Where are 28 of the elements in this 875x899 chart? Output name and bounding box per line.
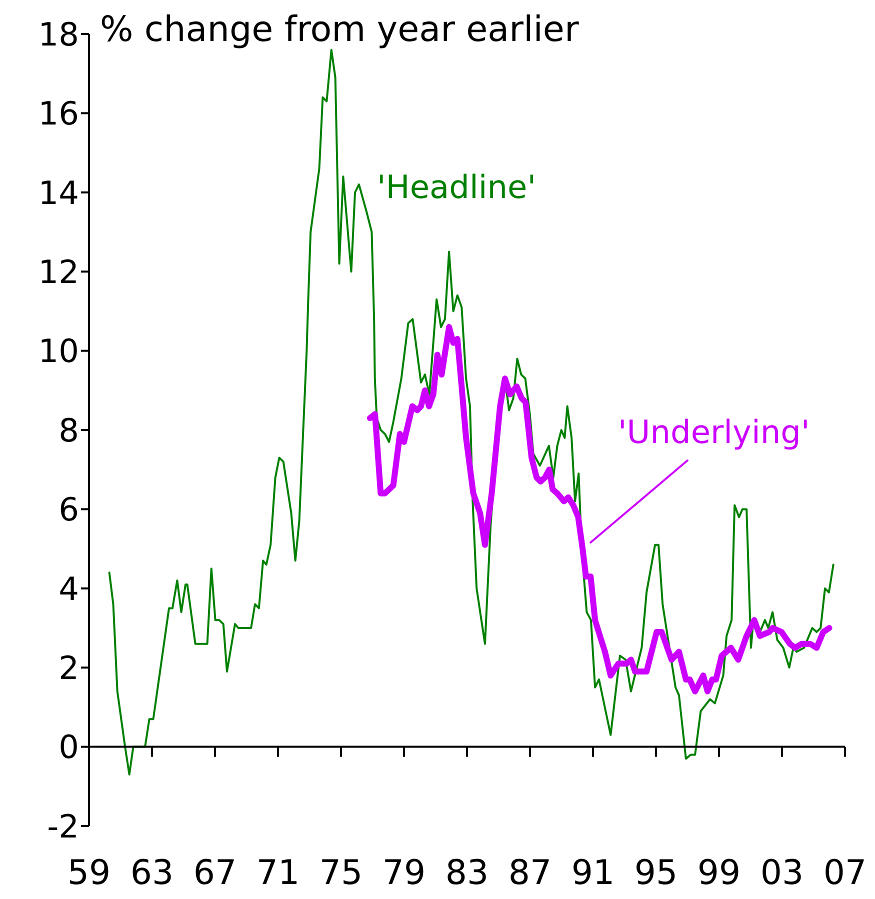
y-tick-label: -2 — [47, 807, 79, 846]
x-tick-label: 95 — [634, 853, 678, 894]
y-axis-title: % change from year earlier — [100, 10, 579, 50]
x-tick-label: 99 — [697, 853, 741, 894]
x-tick-label: 75 — [319, 853, 363, 894]
x-tick-label: 59 — [67, 853, 111, 894]
line-series — [108, 48, 834, 776]
x-tick-label: 83 — [445, 853, 489, 894]
x-tick-label: 67 — [193, 853, 237, 894]
y-tick-label: 16 — [38, 94, 79, 133]
x-tick-label: 03 — [760, 853, 804, 894]
x-tick-label: 07 — [823, 853, 867, 894]
x-tick-label: 87 — [508, 853, 552, 894]
y-tick-label: 12 — [38, 252, 79, 291]
x-tick-label: 71 — [256, 853, 300, 894]
y-tick-label: 10 — [38, 332, 79, 370]
y-tick-label: 8 — [58, 411, 79, 450]
y-tick-label: 6 — [58, 490, 79, 529]
x-tick-label: 79 — [382, 853, 426, 894]
x-tick-label: 91 — [571, 853, 615, 894]
x-tick-label: 63 — [130, 853, 174, 894]
y-tick-label: 0 — [58, 728, 79, 766]
y-tick-label: 18 — [38, 15, 79, 54]
y-tick-label: 14 — [38, 174, 79, 212]
y-tick-label: 2 — [58, 648, 79, 687]
text: 'Underlying' — [618, 413, 810, 451]
y-tick-label: 4 — [58, 570, 79, 608]
series-label: 'Headline' — [377, 168, 536, 206]
